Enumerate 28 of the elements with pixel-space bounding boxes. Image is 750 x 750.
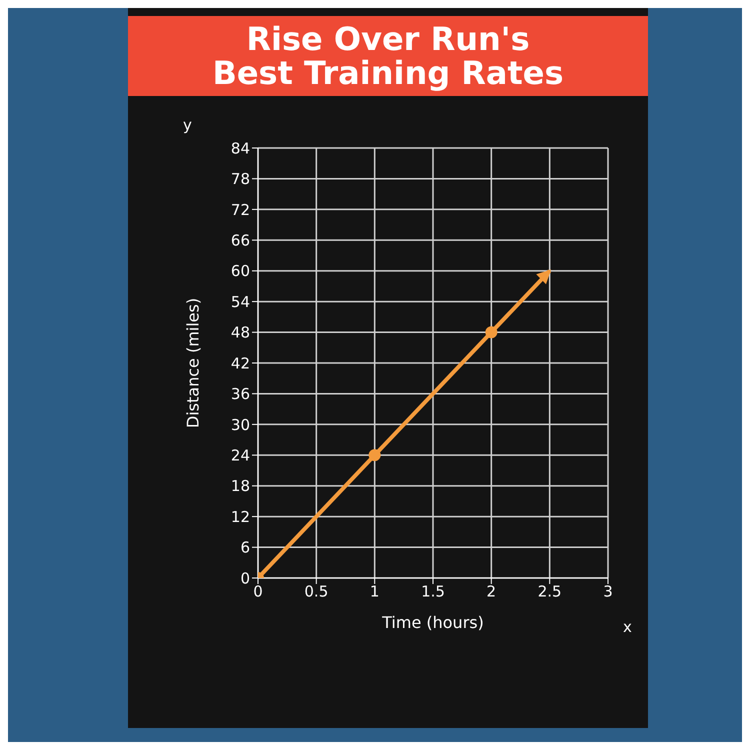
text: x [623,618,632,636]
y-tick-label: 84 [230,139,250,158]
y-tick-label: 24 [230,446,250,464]
x-tick-label: 2 [486,582,496,601]
y-axis-title: Distance (miles) [184,298,203,428]
y-tick-label: 36 [230,385,250,404]
x-axis-title: Time (hours) [381,613,484,632]
y-tick-label: 18 [230,477,250,496]
y-tick-label: 72 [230,200,250,219]
x-tick-label: 1 [370,582,380,601]
y-tick-label: 60 [230,262,250,280]
x-tick-label: 2.5 [538,582,562,601]
chart-title: Rise Over Run's Best Training Rates [128,16,648,96]
text: y [183,116,192,134]
y-tick-label: 42 [230,354,250,372]
y-tick-label: 54 [230,292,250,311]
x-tick-label: 0.5 [304,582,328,601]
y-tick-label: 48 [230,324,250,342]
line-series [258,268,552,578]
y-tick-label: 12 [230,508,250,526]
x-tick-label: 3 [603,582,613,601]
y-tick-label: 78 [230,170,250,188]
y-tick-label: 30 [230,416,250,434]
y-tick-label: 0 [240,569,250,588]
x-tick-label: 1.5 [421,582,445,601]
x-tick-label: 0 [253,582,263,601]
y-tick-label: 66 [230,231,250,250]
y-tick-label: 6 [240,538,250,557]
